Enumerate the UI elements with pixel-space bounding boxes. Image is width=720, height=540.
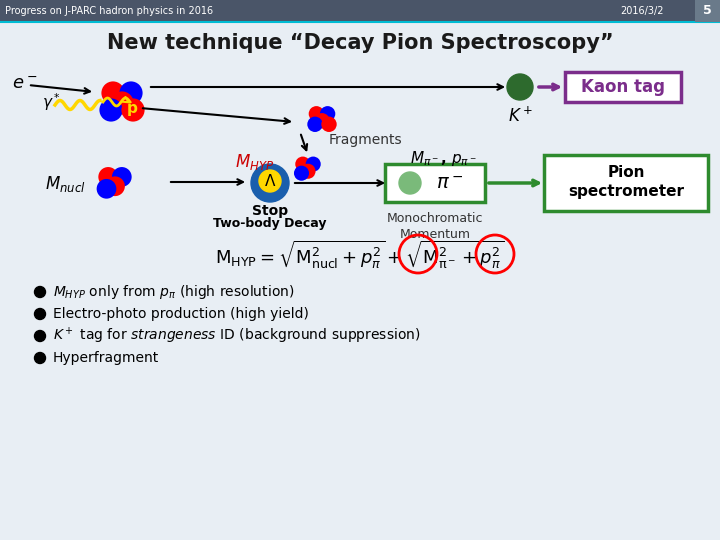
Text: $e^-$: $e^-$: [12, 75, 37, 93]
Text: Pion
spectrometer: Pion spectrometer: [568, 165, 684, 199]
Text: p: p: [127, 100, 138, 116]
Circle shape: [35, 287, 45, 298]
Text: $M_{\pi^-}$, $p_{\pi^-}$: $M_{\pi^-}$, $p_{\pi^-}$: [410, 148, 477, 167]
Text: Kaon tag: Kaon tag: [581, 78, 665, 96]
Text: $\mathrm{M_{HYP}} = \sqrt{\mathrm{M^2_{nucl}} + p^2_{\pi}} + \sqrt{\mathrm{M^2_{: $\mathrm{M_{HYP}} = \sqrt{\mathrm{M^2_{n…: [215, 239, 505, 271]
Circle shape: [251, 164, 289, 202]
Circle shape: [35, 308, 45, 320]
Circle shape: [96, 179, 117, 199]
Text: 5: 5: [703, 4, 711, 17]
Text: Two-body Decay: Two-body Decay: [213, 217, 327, 230]
Circle shape: [300, 164, 315, 179]
Text: $\Lambda$: $\Lambda$: [264, 173, 276, 189]
Text: 2016/3/2: 2016/3/2: [620, 6, 664, 16]
Circle shape: [122, 98, 145, 122]
Circle shape: [105, 177, 125, 196]
Circle shape: [307, 117, 323, 132]
FancyBboxPatch shape: [544, 155, 708, 211]
Text: $K^+$: $K^+$: [508, 106, 533, 125]
Circle shape: [507, 74, 533, 100]
Circle shape: [306, 157, 320, 172]
Circle shape: [35, 353, 45, 363]
Text: Monochromatic
Momentum: Monochromatic Momentum: [387, 212, 483, 241]
Text: $M_{nucl}$: $M_{nucl}$: [45, 174, 86, 194]
Circle shape: [99, 98, 122, 122]
Circle shape: [294, 166, 309, 181]
FancyBboxPatch shape: [565, 72, 681, 102]
Circle shape: [102, 82, 125, 105]
Text: $\gamma^*$: $\gamma^*$: [42, 91, 61, 113]
Circle shape: [315, 113, 330, 129]
Text: $\pi^-$: $\pi^-$: [436, 173, 464, 192]
Text: $K^+$ tag for $\it{strangeness}$ ID (background suppression): $K^+$ tag for $\it{strangeness}$ ID (bac…: [53, 326, 420, 346]
Text: Fragments: Fragments: [328, 133, 402, 147]
Text: $M_{HYP}$: $M_{HYP}$: [235, 152, 274, 172]
Circle shape: [112, 167, 132, 187]
Text: New technique “Decay Pion Spectroscopy”: New technique “Decay Pion Spectroscopy”: [107, 33, 613, 53]
Circle shape: [295, 157, 310, 172]
Circle shape: [321, 117, 337, 132]
Circle shape: [320, 106, 336, 122]
Text: Stop: Stop: [252, 204, 288, 218]
Bar: [0, 0, 720, 22]
Text: Electro-photo production (high yield): Electro-photo production (high yield): [53, 307, 309, 321]
Circle shape: [99, 167, 118, 187]
Text: $M_{HYP}$ only from $p_\pi$ (high resolution): $M_{HYP}$ only from $p_\pi$ (high resolu…: [53, 283, 294, 301]
Circle shape: [120, 82, 143, 105]
Text: Progress on J-PARC hadron physics in 2016: Progress on J-PARC hadron physics in 201…: [5, 6, 213, 16]
Circle shape: [35, 330, 45, 341]
Circle shape: [399, 172, 421, 194]
Circle shape: [259, 170, 281, 192]
Text: Hyperfragment: Hyperfragment: [53, 351, 159, 365]
Bar: [695, 0, 720, 22]
Circle shape: [309, 106, 324, 122]
FancyBboxPatch shape: [385, 164, 485, 202]
Circle shape: [110, 91, 134, 114]
